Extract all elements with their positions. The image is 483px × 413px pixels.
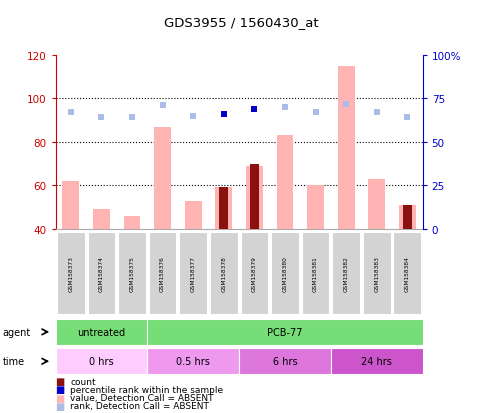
Text: GSM158383: GSM158383 <box>374 256 379 292</box>
Text: ■: ■ <box>56 376 65 386</box>
Bar <box>277 136 293 229</box>
Text: GSM158375: GSM158375 <box>129 256 135 292</box>
Bar <box>219 188 228 229</box>
Text: untreated: untreated <box>77 327 126 337</box>
Text: GSM158384: GSM158384 <box>405 256 410 292</box>
Text: GDS3955 / 1560430_at: GDS3955 / 1560430_at <box>164 16 319 29</box>
Text: PCB-77: PCB-77 <box>267 327 303 337</box>
Text: 6 hrs: 6 hrs <box>273 356 297 366</box>
Bar <box>403 205 412 229</box>
Text: rank, Detection Call = ABSENT: rank, Detection Call = ABSENT <box>70 401 209 411</box>
Text: 0 hrs: 0 hrs <box>89 356 114 366</box>
Bar <box>185 201 201 229</box>
Bar <box>62 181 79 229</box>
Bar <box>250 164 259 229</box>
Text: ■: ■ <box>56 393 65 403</box>
Text: GSM158382: GSM158382 <box>343 256 349 292</box>
Bar <box>369 179 385 229</box>
Bar <box>154 127 171 229</box>
Text: ■: ■ <box>56 385 65 394</box>
Bar <box>215 188 232 229</box>
Text: GSM158377: GSM158377 <box>191 256 196 292</box>
Bar <box>93 210 110 229</box>
Bar <box>124 216 141 229</box>
Text: value, Detection Call = ABSENT: value, Detection Call = ABSENT <box>70 393 213 402</box>
Text: GSM158379: GSM158379 <box>252 256 257 292</box>
Bar <box>399 205 416 229</box>
Text: GSM158373: GSM158373 <box>68 256 73 292</box>
Bar <box>307 186 324 229</box>
Text: count: count <box>70 377 96 386</box>
Text: GSM158380: GSM158380 <box>283 256 287 292</box>
Text: GSM158378: GSM158378 <box>221 256 227 292</box>
Bar <box>338 66 355 229</box>
Text: GSM158381: GSM158381 <box>313 256 318 292</box>
Bar <box>246 166 263 229</box>
Text: 24 hrs: 24 hrs <box>361 356 392 366</box>
Text: GSM158376: GSM158376 <box>160 256 165 292</box>
Text: GSM158374: GSM158374 <box>99 256 104 292</box>
Text: 0.5 hrs: 0.5 hrs <box>176 356 210 366</box>
Text: time: time <box>2 356 25 366</box>
Text: ■: ■ <box>56 401 65 411</box>
Text: agent: agent <box>2 327 30 337</box>
Text: percentile rank within the sample: percentile rank within the sample <box>70 385 223 394</box>
